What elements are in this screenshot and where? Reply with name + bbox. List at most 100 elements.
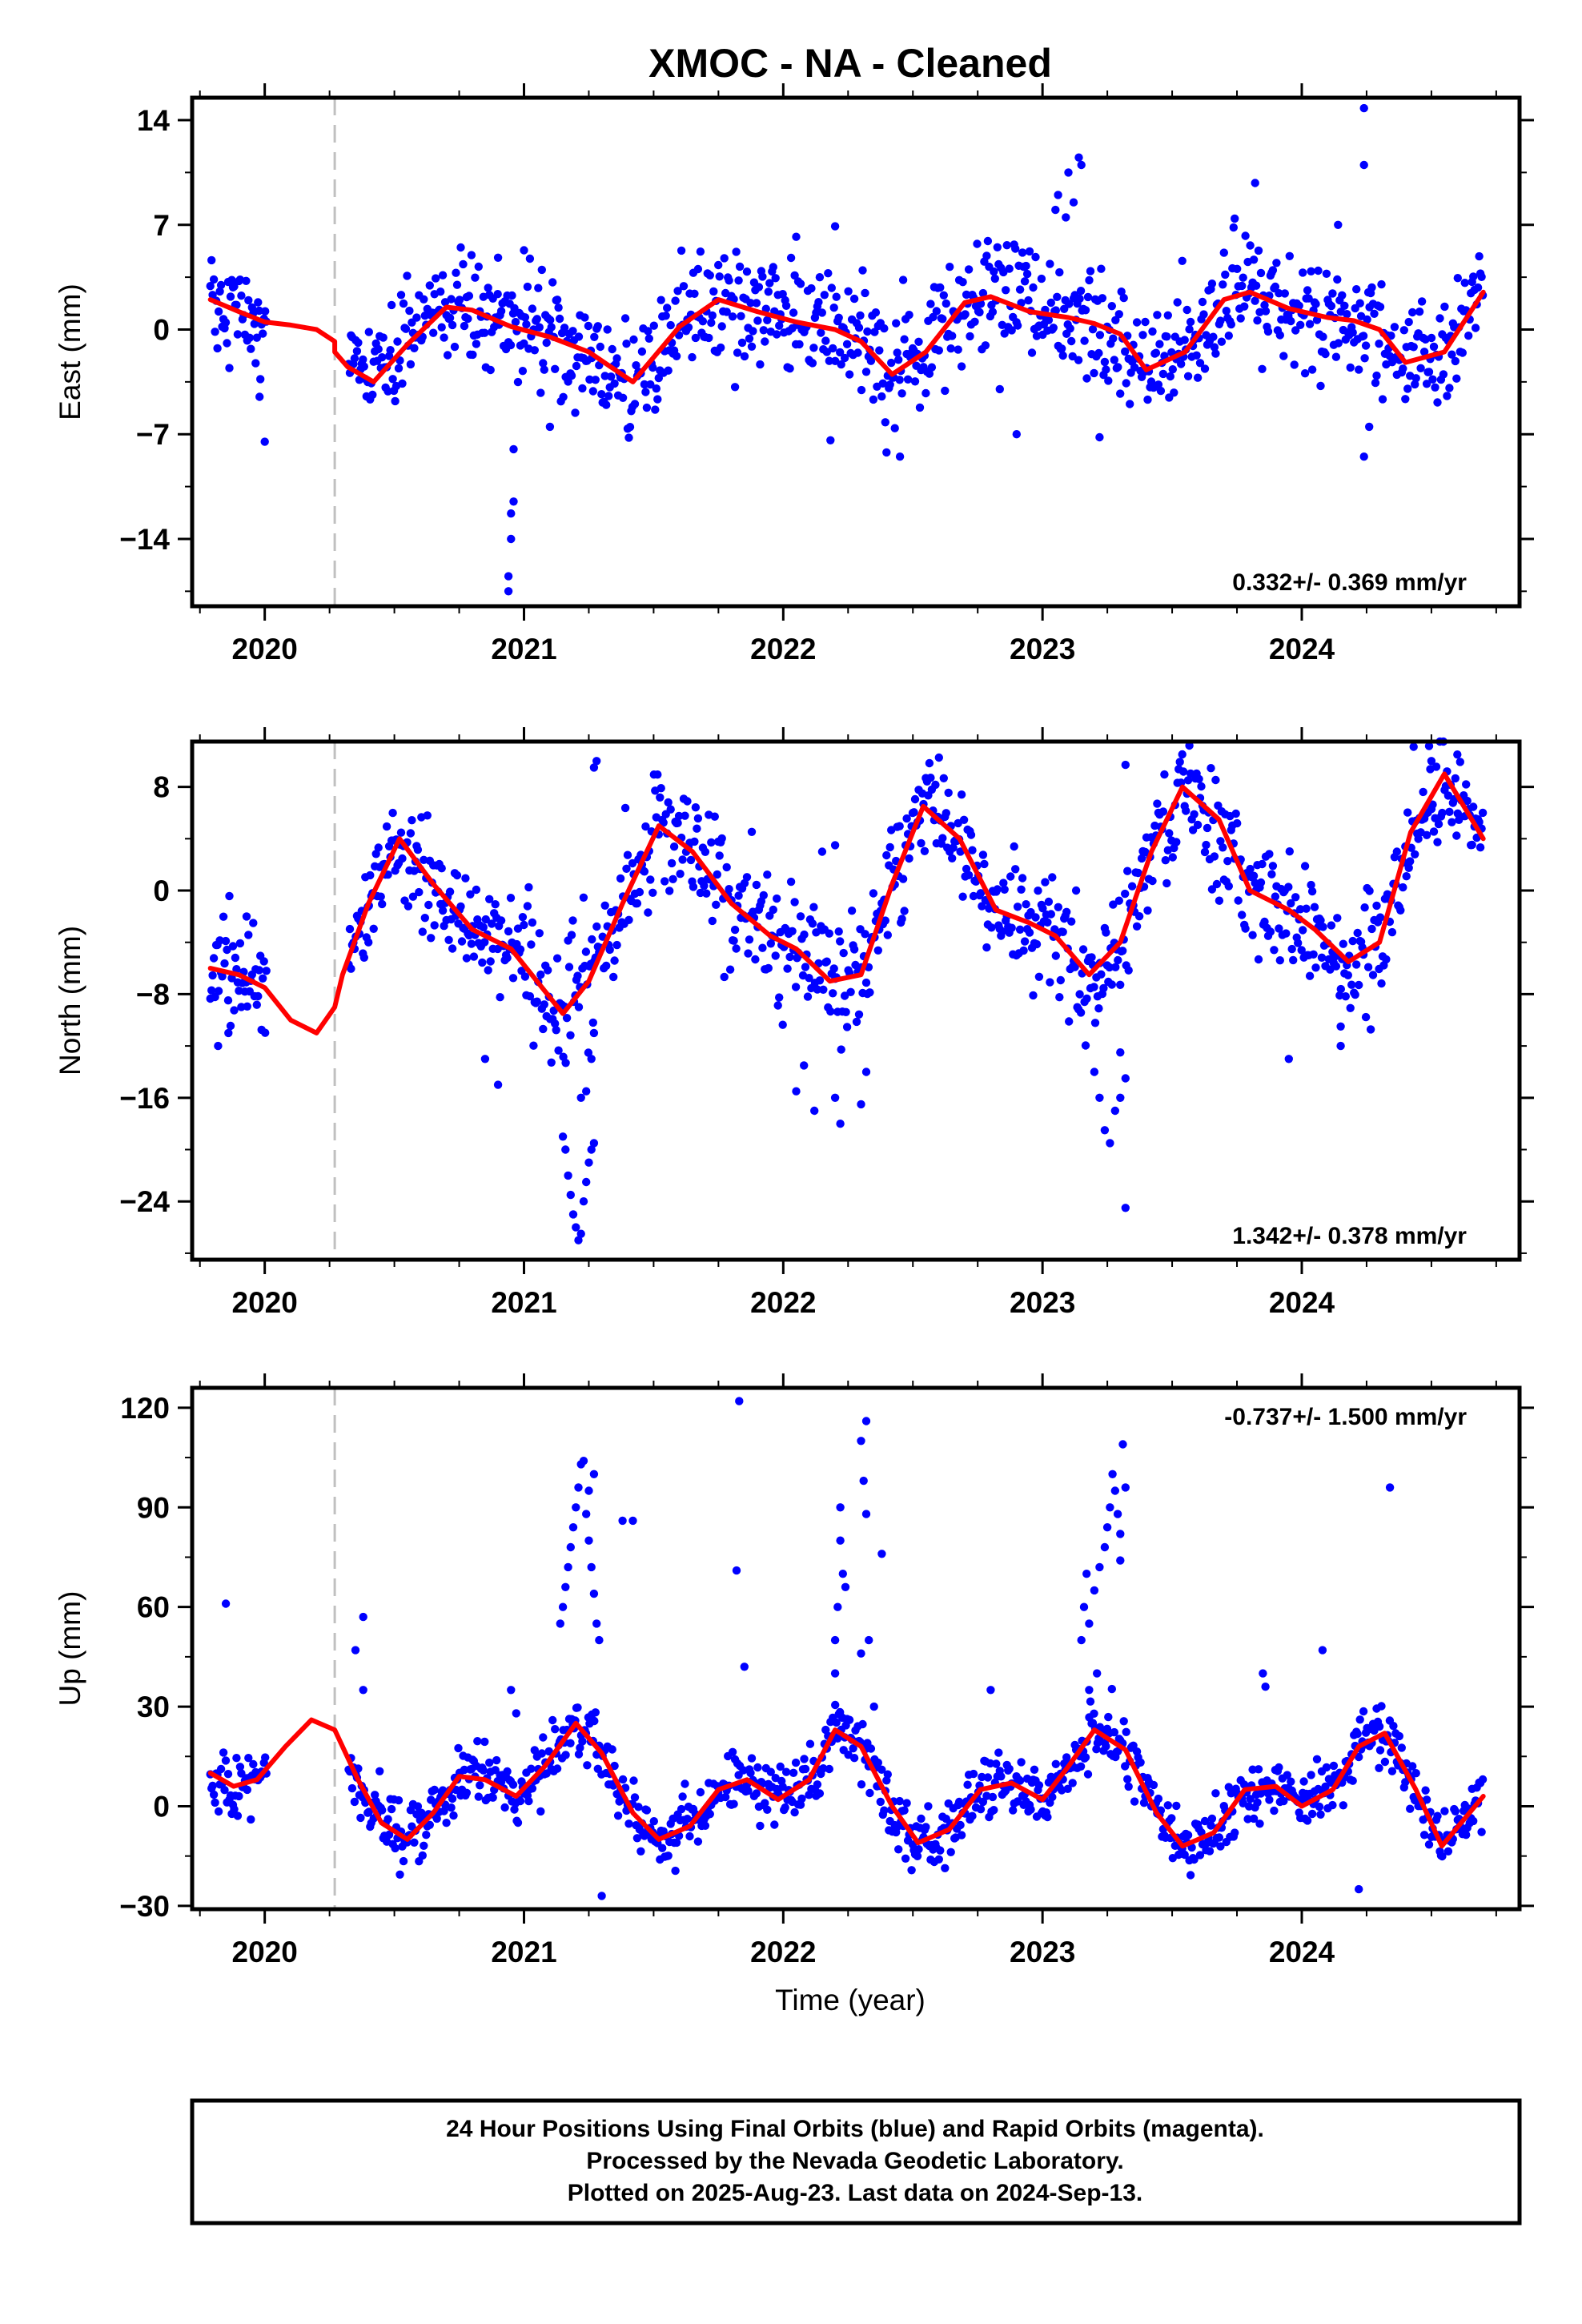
outlier-point: [592, 757, 601, 766]
position-point: [1367, 283, 1376, 292]
position-point: [1321, 1782, 1330, 1791]
position-point: [1319, 332, 1327, 341]
position-point: [954, 345, 962, 354]
position-point: [259, 974, 267, 983]
outlier-point: [221, 1599, 231, 1608]
position-point: [610, 379, 619, 388]
position-point: [524, 1796, 533, 1806]
position-point: [1304, 294, 1313, 303]
outlier-point: [1051, 205, 1060, 215]
position-point: [1429, 827, 1439, 836]
position-point: [1377, 979, 1386, 988]
position-point: [602, 961, 611, 971]
position-point: [1058, 927, 1067, 937]
position-point: [800, 1755, 809, 1763]
position-point: [590, 1716, 599, 1726]
position-point: [1054, 903, 1063, 912]
outlier-point: [1116, 1556, 1125, 1565]
position-point: [885, 380, 894, 389]
position-point: [873, 946, 883, 955]
position-point: [516, 1796, 525, 1806]
position-point: [677, 246, 686, 255]
plot-frame: [190, 95, 1522, 609]
position-point: [796, 912, 805, 921]
position-point: [1013, 903, 1022, 911]
position-point: [781, 1803, 789, 1812]
position-point: [642, 403, 652, 412]
position-point: [223, 1770, 233, 1779]
outlier-point: [556, 1619, 564, 1628]
footer-line-1: 24 Hour Positions Using Final Orbits (bl…: [446, 2116, 1264, 2142]
position-point: [1327, 921, 1336, 930]
position-point: [698, 317, 708, 326]
position-point: [247, 344, 255, 353]
position-point: [796, 1800, 805, 1809]
position-point: [831, 1700, 840, 1710]
outlier-point: [740, 1663, 749, 1671]
position-point: [1447, 350, 1456, 359]
position-point: [216, 1764, 226, 1774]
position-point: [894, 1845, 903, 1854]
position-point: [734, 891, 743, 900]
position-point: [347, 964, 355, 973]
position-point: [854, 1010, 864, 1019]
position-point: [1268, 862, 1278, 870]
position-point: [1404, 317, 1413, 327]
outlier-point: [1284, 1055, 1294, 1063]
position-point: [733, 348, 742, 357]
position-point: [900, 335, 909, 344]
position-point: [1307, 1771, 1315, 1779]
position-point: [1186, 1871, 1195, 1880]
position-point: [518, 913, 528, 922]
position-point: [1253, 1798, 1262, 1807]
position-point: [917, 838, 926, 848]
position-point: [530, 346, 539, 355]
position-point: [450, 342, 460, 352]
position-point: [387, 1804, 396, 1814]
position-point: [1283, 1771, 1292, 1779]
position-point: [900, 1806, 909, 1815]
position-point: [1025, 928, 1034, 937]
position-point: [206, 282, 215, 291]
outlier-point: [1318, 1646, 1327, 1655]
position-point: [836, 348, 845, 357]
position-point: [364, 328, 373, 336]
figure-title: XMOC - NA - Cleaned: [648, 41, 1052, 86]
position-point: [364, 1807, 373, 1816]
position-point: [371, 1791, 379, 1799]
position-point: [574, 332, 584, 341]
position-point: [1328, 289, 1337, 298]
position-point: [1168, 853, 1178, 862]
position-point: [649, 321, 658, 330]
position-point: [721, 1792, 730, 1802]
position-point: [574, 1750, 584, 1759]
position-point: [537, 265, 546, 275]
position-point: [644, 327, 652, 336]
position-point: [1353, 1729, 1362, 1739]
position-point: [576, 1743, 584, 1752]
position-point: [690, 289, 699, 298]
position-point: [1123, 866, 1132, 875]
position-point: [673, 287, 682, 296]
position-point: [678, 1792, 687, 1801]
position-point: [1453, 809, 1463, 818]
position-point: [461, 874, 470, 883]
position-point: [1473, 283, 1483, 292]
position-point: [540, 365, 548, 374]
position-point: [939, 291, 949, 300]
position-point: [681, 811, 689, 820]
position-point: [472, 340, 481, 348]
position-point: [632, 899, 642, 908]
position-point: [1403, 384, 1412, 393]
outlier-point: [564, 1562, 572, 1572]
position-point: [1053, 292, 1062, 301]
position-point: [1322, 269, 1331, 278]
position-point: [1027, 348, 1037, 357]
position-point: [467, 939, 476, 948]
position-point: [710, 812, 719, 821]
position-point: [624, 1819, 633, 1828]
position-point: [624, 915, 633, 925]
position-point: [603, 325, 612, 334]
position-point: [1343, 310, 1351, 319]
outlier-point: [1012, 430, 1022, 439]
